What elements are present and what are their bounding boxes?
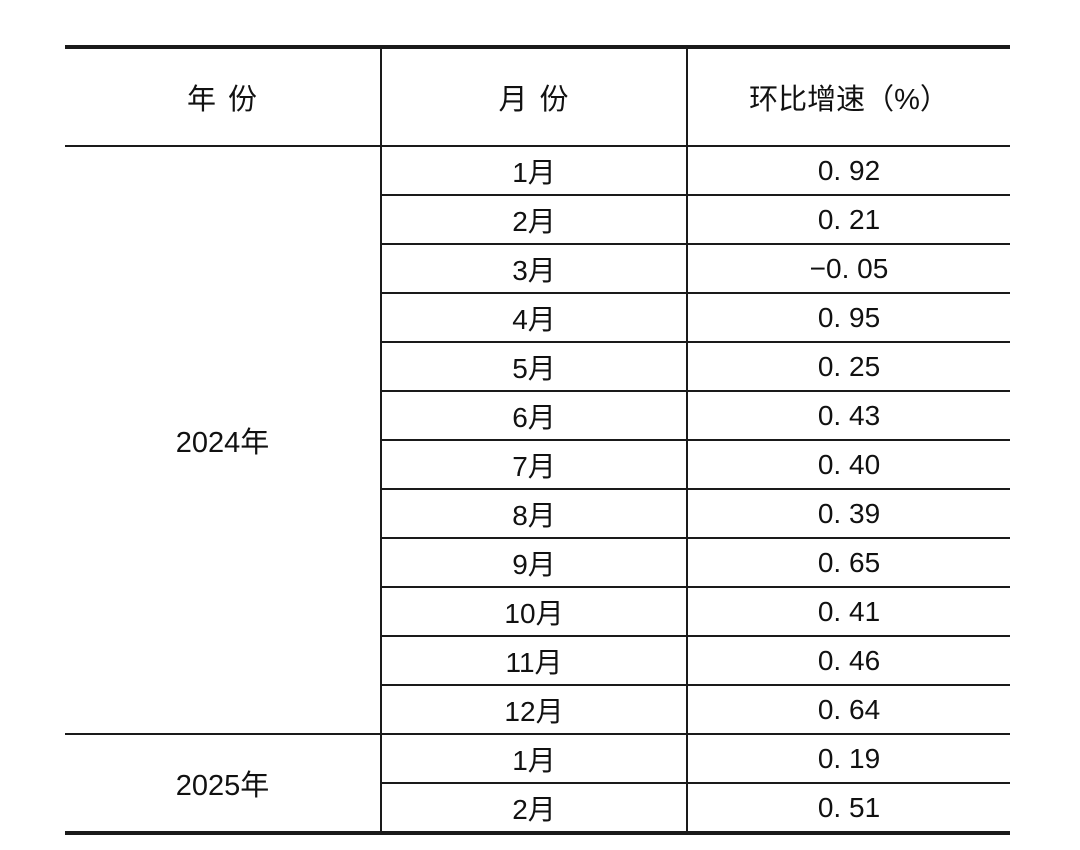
growth-value-cell: 0. 65: [687, 538, 1010, 588]
month-cell: 10月: [380, 587, 688, 637]
table-row: 6月 0. 43: [65, 391, 1010, 441]
table-row: 5月 0. 25: [65, 342, 1010, 392]
growth-value-cell: 0. 41: [687, 587, 1010, 637]
month-cell: 11月: [380, 636, 688, 686]
growth-value-cell: 0. 40: [687, 440, 1010, 490]
table-row: 12月 0. 64: [65, 685, 1010, 735]
growth-value-cell: 0. 21: [687, 195, 1010, 245]
table-row: 2月 0. 51: [65, 783, 1010, 834]
table-row: 8月 0. 39: [65, 489, 1010, 539]
month-cell: 5月: [380, 342, 688, 392]
growth-value-cell: −0. 05: [687, 244, 1010, 294]
growth-value-cell: 0. 25: [687, 342, 1010, 392]
month-cell: 1月: [380, 734, 688, 784]
table-row: 11月 0. 46: [65, 636, 1010, 686]
table-row: 4月 0. 95: [65, 293, 1010, 343]
year-cell: 2024年: [65, 146, 382, 735]
growth-value-cell: 0. 39: [687, 489, 1010, 539]
month-cell: 1月: [380, 146, 688, 196]
table-row: 9月 0. 65: [65, 538, 1010, 588]
month-cell: 12月: [380, 685, 688, 735]
month-cell: 2月: [380, 195, 688, 245]
growth-value-cell: 0. 95: [687, 293, 1010, 343]
growth-value-cell: 0. 19: [687, 734, 1010, 784]
growth-value-cell: 0. 43: [687, 391, 1010, 441]
growth-rate-table: 年份 月份 环比增速（%） 2024年 1月 0. 92 2月 0. 21 3月 −0. 0…: [65, 45, 1010, 835]
month-cell: 9月: [380, 538, 688, 588]
table-row: 3月 −0. 05: [65, 244, 1010, 294]
table-header: 年份 月份 环比增速（%）: [65, 47, 1010, 147]
column-header-year: 年份: [65, 47, 381, 147]
growth-value-cell: 0. 92: [687, 146, 1010, 196]
table-row: 2月 0. 21: [65, 195, 1010, 245]
header-row: 年份 月份 环比增速（%）: [65, 47, 1010, 147]
table-row: 7月 0. 40: [65, 440, 1010, 490]
table-row: 2024年 1月 0. 92: [65, 146, 1010, 735]
table-body: 2024年 1月 0. 92 2月 0. 21 3月 −0. 05 4月 0. 95 5月 0. 2…: [65, 146, 1010, 834]
month-cell: 2月: [380, 783, 688, 834]
month-cell: 4月: [380, 293, 688, 343]
growth-value-cell: 0. 64: [687, 685, 1010, 735]
month-cell: 3月: [380, 244, 688, 294]
table-row: 2025年 1月 0. 19: [65, 734, 1010, 834]
month-cell: 8月: [380, 489, 688, 539]
year-cell: 2025年: [65, 734, 382, 834]
table-container: 年份 月份 环比增速（%） 2024年 1月 0. 92 2月 0. 21 3月 −0. 0…: [65, 45, 1010, 835]
column-header-month: 月份: [380, 47, 688, 147]
growth-value-cell: 0. 46: [687, 636, 1010, 686]
column-header-growth-rate: 环比增速（%）: [687, 47, 1010, 147]
table-row: 10月 0. 41: [65, 587, 1010, 637]
growth-value-cell: 0. 51: [687, 783, 1010, 834]
month-cell: 6月: [380, 391, 688, 441]
month-cell: 7月: [380, 440, 688, 490]
